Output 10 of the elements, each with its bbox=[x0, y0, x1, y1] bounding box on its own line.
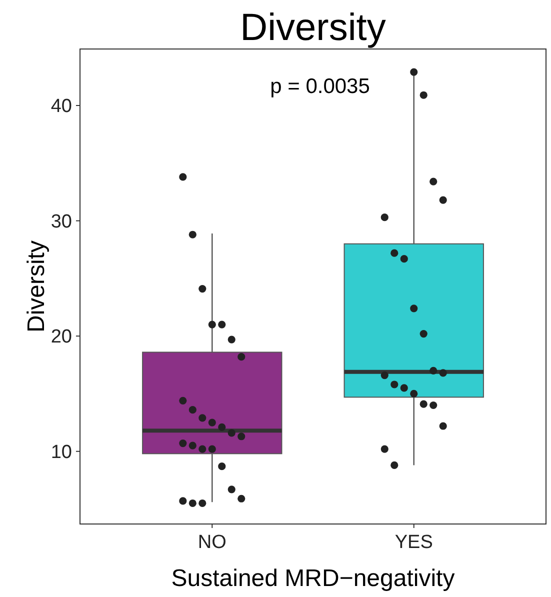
annotation: p = 0.0035 bbox=[270, 75, 370, 98]
x-tick-label: YES bbox=[394, 532, 433, 553]
x-tick-label: NO bbox=[198, 532, 226, 553]
y-tick-label: 40 bbox=[50, 96, 72, 118]
y-axis-title: Diversity bbox=[23, 240, 50, 333]
x-axis-title: Sustained MRD−negativity bbox=[171, 565, 455, 592]
y-tick-label: 20 bbox=[50, 326, 72, 348]
chart-title: Diversity bbox=[240, 7, 386, 49]
y-tick-label: 30 bbox=[50, 211, 72, 232]
y-tick-label: 10 bbox=[50, 442, 72, 464]
